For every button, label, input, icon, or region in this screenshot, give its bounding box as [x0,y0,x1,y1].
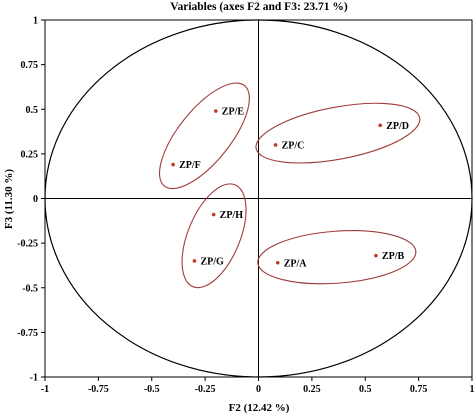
data-point [171,162,175,167]
data-point-label: ZP/D [386,121,409,132]
x-tick-label: 0.75 [410,384,428,395]
data-point-label: ZP/C [282,140,305,151]
group-ellipse [158,82,250,190]
x-tick-label: 0.5 [359,384,372,395]
x-tick-label: -0.5 [144,384,160,395]
x-axis-label: F2 (12.42 %) [229,402,290,414]
y-tick-label: -0.5 [22,283,38,294]
y-tick-label: -0.25 [17,239,38,250]
data-point-label: ZP/A [284,258,308,269]
data-point [378,123,382,128]
data-point-label: ZP/E [222,107,245,118]
x-tick-label: -0.75 [88,384,109,395]
data-point [214,109,218,113]
y-axis-label: F3 (11.30 %) [3,169,15,230]
y-tick-label: -1 [30,373,38,384]
data-point-label: ZP/H [220,210,244,221]
y-tick-label: 0.75 [21,60,39,71]
group-ellipse [181,183,247,289]
x-tick-label: -0.25 [195,384,216,395]
data-point [211,212,216,217]
x-tick-label: -1 [41,384,49,395]
data-point [374,253,378,258]
y-tick-label: 1 [33,16,38,27]
chart-title: Variables (axes F2 and F3: 23.71 %) [170,1,348,13]
data-point-label: ZP/B [382,251,405,262]
group-ellipse [257,230,417,285]
y-tick-label: 0 [33,194,38,205]
y-tick-label: 0.25 [21,149,39,160]
data-point [192,259,197,263]
group-ellipse [255,102,421,164]
x-tick-label: 0.25 [303,384,321,395]
x-tick-label: 1 [470,384,474,395]
x-tick-label: 0 [256,384,261,395]
data-point [273,143,278,147]
data-point [275,260,280,265]
y-tick-label: 0.5 [26,105,39,116]
y-tick-label: -0.75 [17,328,38,339]
data-point-label: ZP/F [179,160,201,171]
data-point-label: ZP/G [200,256,224,267]
